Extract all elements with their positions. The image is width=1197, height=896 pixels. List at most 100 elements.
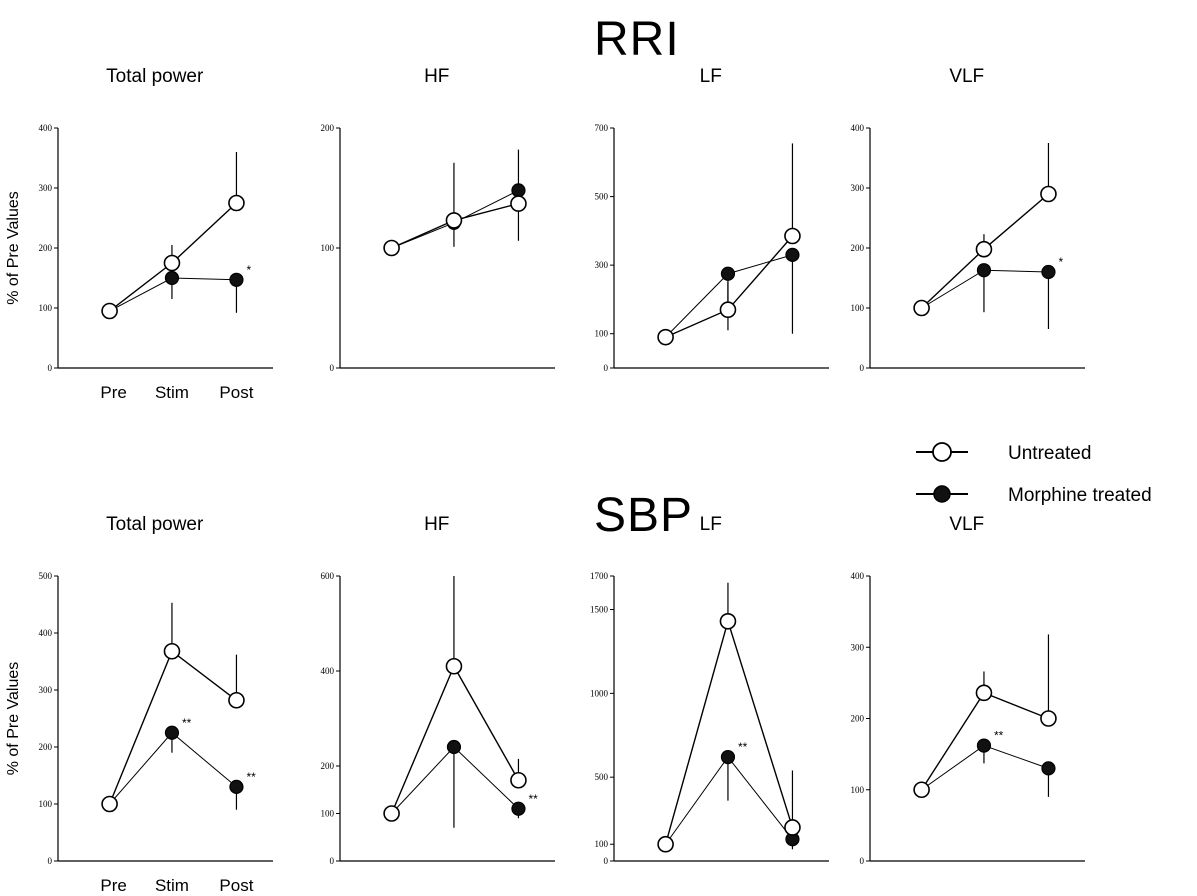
panel-sbp-hf: HF 0 100 200 400 600 ** bbox=[292, 514, 582, 896]
y-tick-label: 200 bbox=[39, 243, 53, 253]
data-point-morphine bbox=[164, 725, 180, 740]
legend-graphic: Untreated Morphine treated bbox=[916, 442, 1152, 506]
y-tick-label: 300 bbox=[39, 183, 53, 193]
panel-title: LF bbox=[700, 66, 722, 87]
significance-marker: * bbox=[1058, 255, 1063, 269]
legend-marker-untreated bbox=[932, 442, 952, 462]
y-tick-label: 0 bbox=[330, 363, 335, 373]
data-point-untreated bbox=[228, 691, 245, 709]
panel-rri-total-power: Total power 0 100 200 300 400 % of Pre Values P… bbox=[5, 66, 300, 403]
data-point-untreated bbox=[445, 212, 463, 229]
data-point-untreated bbox=[163, 254, 181, 272]
y-tick-label: 1500 bbox=[590, 605, 609, 615]
y-tick-label: 400 bbox=[851, 123, 865, 133]
panel-title: Total power bbox=[106, 514, 204, 535]
data-point-morphine bbox=[229, 272, 244, 287]
data-point-untreated bbox=[657, 328, 674, 346]
y-tick-label: 400 bbox=[39, 123, 53, 133]
data-point-untreated bbox=[913, 781, 930, 799]
x-category-label: Pre bbox=[100, 876, 126, 895]
y-tick-label: 200 bbox=[321, 123, 335, 133]
y-tick-label: 1700 bbox=[590, 571, 609, 581]
y-tick-label: 0 bbox=[330, 856, 335, 866]
y-tick-label: 100 bbox=[851, 785, 865, 795]
x-category-label: Stim bbox=[155, 383, 189, 402]
y-tick-label: 0 bbox=[604, 856, 609, 866]
y-tick-label: 0 bbox=[48, 856, 53, 866]
chart-svg: Total power 0 100 200 300 400 % of Pre Values P… bbox=[5, 66, 273, 402]
y-tick-label: 100 bbox=[321, 243, 335, 253]
data-point-morphine bbox=[164, 270, 180, 286]
data-point-untreated bbox=[383, 239, 400, 257]
chart-svg: HF 0 100 200 400 600 ** bbox=[321, 514, 555, 866]
panel-sbp-vlf: VLF 0 100 200 300 400 ** bbox=[822, 514, 1112, 896]
chart-svg: HF 0 100 200 bbox=[321, 66, 555, 373]
data-point-untreated bbox=[784, 227, 801, 245]
data-point-morphine bbox=[229, 779, 244, 794]
legend-label-morphine: Morphine treated bbox=[1008, 485, 1152, 506]
legend-item-untreated: Untreated bbox=[916, 442, 1091, 464]
data-point-morphine bbox=[446, 739, 462, 755]
y-tick-label: 200 bbox=[321, 761, 335, 771]
y-tick-label: 300 bbox=[851, 642, 865, 652]
panel-rri-hf: HF 0 100 200 bbox=[292, 66, 582, 403]
x-category-label: Stim bbox=[155, 876, 189, 895]
significance-marker: ** bbox=[246, 770, 256, 784]
data-point-untreated bbox=[510, 771, 527, 789]
legend-item-morphine: Morphine treated bbox=[916, 485, 1152, 506]
y-tick-label: 400 bbox=[851, 571, 865, 581]
y-tick-label: 100 bbox=[595, 839, 609, 849]
section-title-rri: RRI bbox=[594, 13, 680, 66]
data-point-morphine bbox=[1041, 264, 1056, 280]
significance-marker: ** bbox=[182, 716, 192, 730]
y-tick-label: 700 bbox=[595, 123, 609, 133]
y-tick-label: 300 bbox=[851, 183, 865, 193]
data-point-untreated bbox=[975, 684, 993, 702]
data-point-untreated bbox=[101, 795, 118, 813]
panel-title: HF bbox=[424, 514, 449, 535]
series-line-morphine bbox=[665, 756, 793, 845]
y-tick-label: 400 bbox=[39, 628, 53, 638]
y-tick-label: 300 bbox=[39, 685, 53, 695]
legend-marker-morphine bbox=[933, 485, 951, 503]
chart-svg: LF 0 100 500 1000 1500 1700 ** bbox=[590, 514, 829, 866]
y-tick-label: 500 bbox=[595, 772, 609, 782]
data-point-untreated bbox=[657, 835, 674, 853]
y-tick-label: 300 bbox=[595, 260, 609, 270]
x-category-label: Post bbox=[219, 383, 253, 402]
section-title-sbp: SBP bbox=[594, 489, 694, 542]
panel-title: VLF bbox=[949, 514, 984, 535]
legend-label-untreated: Untreated bbox=[1008, 443, 1091, 464]
data-point-untreated bbox=[510, 195, 527, 212]
data-point-morphine bbox=[976, 263, 992, 278]
series-line-untreated bbox=[664, 618, 794, 845]
chart-svg: Total power 0 100 200 300 400 500 % of Pre Valu… bbox=[5, 514, 273, 895]
panel-sbp-total-power: Total power 0 100 200 300 400 500 % of Pre Valu… bbox=[5, 514, 300, 896]
y-tick-label: 500 bbox=[595, 192, 609, 202]
y-tick-label: 0 bbox=[604, 363, 609, 373]
panel-title: VLF bbox=[949, 66, 984, 87]
panel-title: HF bbox=[424, 66, 449, 87]
x-category-label: Post bbox=[219, 876, 253, 895]
series-line-untreated bbox=[390, 664, 520, 814]
panel-title: Total power bbox=[106, 66, 204, 87]
data-point-morphine bbox=[511, 801, 526, 816]
y-tick-label: 100 bbox=[851, 303, 865, 313]
y-tick-label: 0 bbox=[48, 363, 53, 373]
chart-svg: VLF 0 100 200 300 400 * bbox=[851, 66, 1085, 373]
data-point-untreated bbox=[784, 819, 801, 836]
panel-rri-vlf: VLF 0 100 200 300 400 * bbox=[822, 66, 1112, 403]
panel-title: LF bbox=[700, 514, 722, 535]
y-tick-label: 1000 bbox=[590, 688, 609, 698]
data-point-untreated bbox=[445, 657, 463, 675]
series-line-morphine bbox=[391, 746, 519, 814]
data-point-untreated bbox=[975, 240, 993, 258]
data-point-morphine bbox=[511, 183, 526, 198]
y-tick-label: 0 bbox=[860, 856, 865, 866]
y-tick-label: 100 bbox=[39, 799, 53, 809]
significance-marker: ** bbox=[994, 729, 1004, 743]
data-point-morphine bbox=[785, 247, 800, 262]
y-tick-label: 0 bbox=[860, 363, 865, 373]
data-point-untreated bbox=[383, 805, 400, 822]
y-tick-label: 100 bbox=[39, 303, 53, 313]
